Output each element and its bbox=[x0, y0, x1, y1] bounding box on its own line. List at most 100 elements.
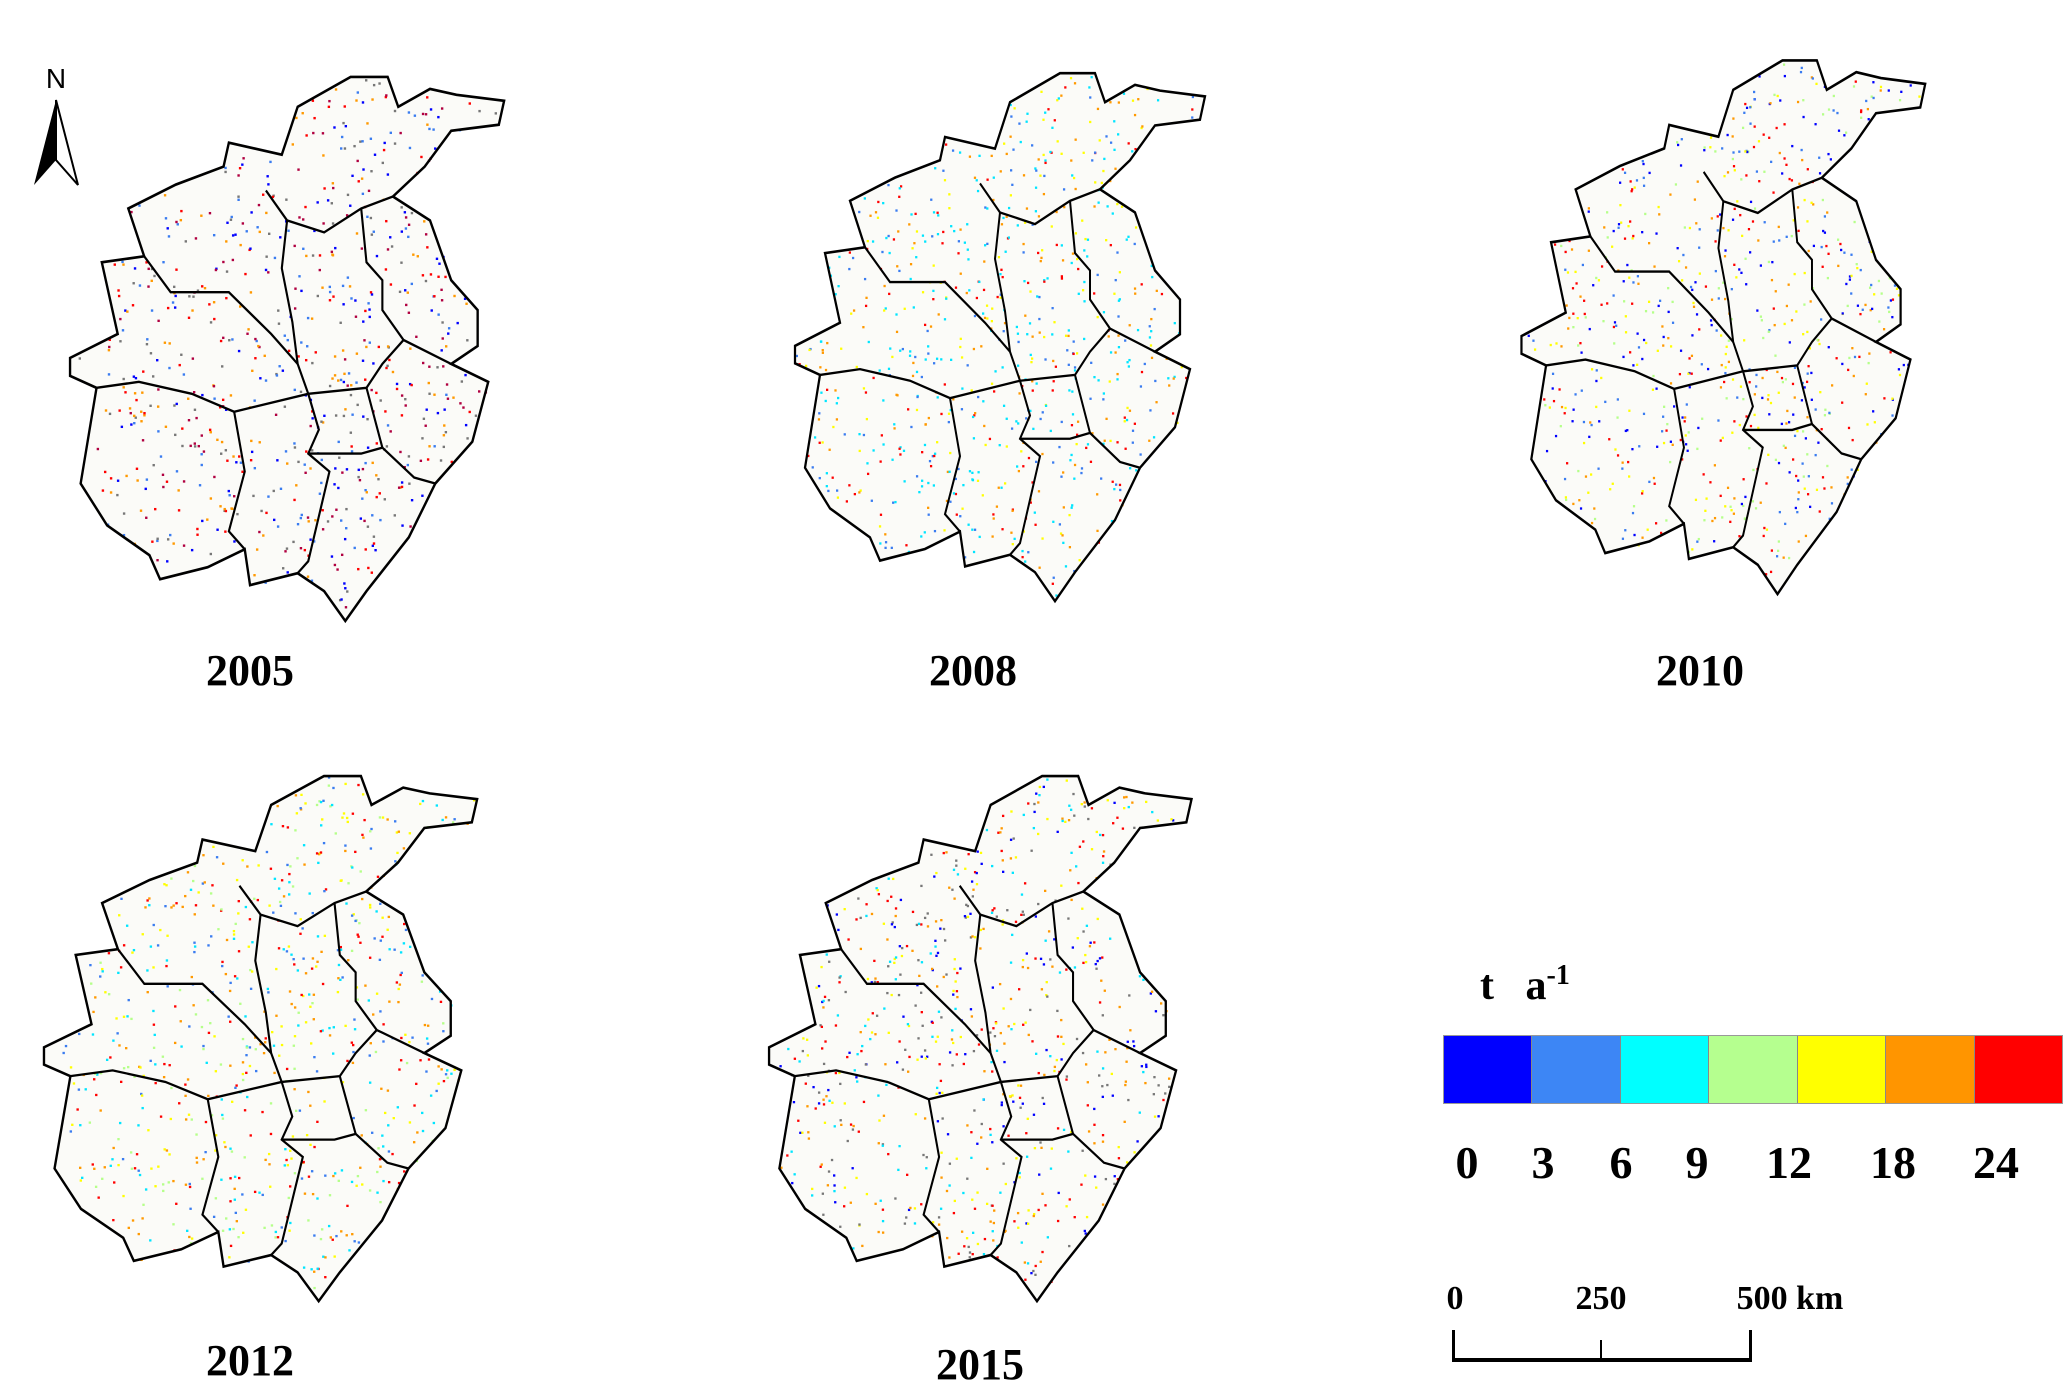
pixel-dot bbox=[1057, 97, 1060, 100]
pixel-dot bbox=[1629, 351, 1632, 354]
pixel-dot bbox=[1592, 284, 1595, 287]
pixel-dot bbox=[163, 1062, 166, 1066]
pixel-dot bbox=[226, 221, 229, 224]
pixel-dot bbox=[182, 480, 186, 483]
pixel-dot bbox=[959, 272, 962, 275]
pixel-dot bbox=[1010, 1028, 1013, 1031]
pixel-dot bbox=[192, 879, 195, 883]
pixel-dot bbox=[162, 485, 165, 489]
pixel-dot bbox=[340, 1169, 344, 1172]
pixel-dot bbox=[887, 1031, 890, 1034]
pixel-dot bbox=[970, 1156, 973, 1160]
pixel-dot bbox=[103, 470, 107, 474]
pixel-dot bbox=[437, 313, 440, 316]
pixel-dot bbox=[967, 853, 970, 856]
pixel-dot bbox=[1106, 205, 1109, 208]
pixel-dot bbox=[1897, 368, 1901, 371]
pixel-dot bbox=[923, 916, 927, 920]
pixel-dot bbox=[917, 922, 921, 926]
pixel-dot bbox=[1744, 257, 1747, 260]
pixel-dot bbox=[1758, 75, 1761, 78]
pixel-dot bbox=[145, 261, 148, 264]
pixel-dot bbox=[441, 321, 444, 324]
pixel-dot bbox=[1860, 109, 1863, 112]
pixel-dot bbox=[341, 976, 344, 979]
pixel-dot bbox=[342, 303, 345, 306]
pixel-dot bbox=[359, 941, 362, 944]
pixel-dot bbox=[932, 484, 936, 487]
pixel-dot bbox=[933, 875, 936, 878]
pixel-dot bbox=[1609, 488, 1612, 491]
pixel-dot bbox=[931, 1221, 935, 1224]
pixel-dot bbox=[812, 1085, 815, 1089]
pixel-dot bbox=[1093, 1175, 1097, 1178]
pixel-dot bbox=[1657, 205, 1660, 209]
pixel-dot bbox=[864, 1024, 867, 1028]
pixel-dot bbox=[982, 1252, 986, 1256]
pixel-dot bbox=[1101, 1133, 1105, 1137]
pixel-dot bbox=[176, 223, 179, 226]
pixel-dot bbox=[1025, 417, 1028, 420]
pixel-dot bbox=[245, 1046, 249, 1049]
pixel-dot bbox=[400, 481, 404, 484]
pixel-dot bbox=[1067, 329, 1070, 332]
pixel-dot bbox=[197, 444, 200, 448]
pixel-dot bbox=[983, 316, 987, 320]
pixel-dot bbox=[120, 897, 123, 900]
pixel-dot bbox=[350, 949, 354, 953]
pixel-dot bbox=[923, 531, 926, 534]
pixel-dot bbox=[258, 230, 261, 234]
pixel-dot bbox=[1140, 370, 1144, 374]
pixel-dot bbox=[1017, 469, 1021, 473]
pixel-dot bbox=[264, 1158, 267, 1162]
pixel-dot bbox=[1098, 1074, 1101, 1077]
pixel-dot bbox=[378, 1158, 382, 1161]
pixel-dot bbox=[395, 831, 399, 834]
pixel-dot bbox=[936, 1035, 939, 1038]
pixel-dot bbox=[321, 509, 324, 512]
pixel-dot bbox=[1603, 226, 1606, 229]
pixel-dot bbox=[222, 336, 225, 340]
pixel-dot bbox=[1010, 531, 1013, 534]
pixel-dot bbox=[276, 804, 279, 808]
pixel-dot bbox=[1739, 385, 1743, 388]
pixel-dot bbox=[1001, 814, 1005, 818]
pixel-dot bbox=[311, 1192, 315, 1196]
pixel-dot bbox=[924, 423, 927, 426]
pixel-dot bbox=[236, 512, 239, 516]
pixel-dot bbox=[1648, 480, 1651, 484]
pixel-dot bbox=[133, 421, 136, 425]
pixel-dot bbox=[335, 1234, 338, 1238]
pixel-dot bbox=[243, 1109, 247, 1112]
pixel-dot bbox=[224, 408, 228, 411]
pixel-dot bbox=[1018, 392, 1021, 395]
pixel-dot bbox=[1095, 830, 1098, 834]
pixel-dot bbox=[984, 244, 987, 247]
pixel-dot bbox=[1661, 430, 1664, 433]
legend-swatch-6-9 bbox=[1620, 1036, 1710, 1103]
pixel-dot bbox=[921, 1024, 924, 1027]
pixel-dot bbox=[1041, 1096, 1044, 1100]
pixel-dot bbox=[933, 529, 937, 533]
north-arrow-icon: N bbox=[34, 63, 79, 186]
pixel-dot bbox=[1039, 1141, 1042, 1144]
pixel-dot bbox=[343, 372, 346, 376]
pixel-dot bbox=[84, 1088, 87, 1091]
pixel-dot bbox=[1040, 988, 1044, 991]
pixel-dot bbox=[918, 491, 921, 494]
pixel-dot bbox=[897, 993, 901, 997]
pixel-dot bbox=[1068, 389, 1071, 392]
pixel-dot bbox=[874, 1202, 877, 1205]
pixel-dot bbox=[345, 507, 348, 511]
pixel-dot bbox=[221, 365, 224, 368]
pixel-dot bbox=[1042, 192, 1046, 196]
pixel-dot bbox=[1567, 327, 1570, 330]
pixel-dot bbox=[287, 945, 291, 948]
pixel-dot bbox=[421, 274, 425, 277]
pixel-dot bbox=[992, 1239, 995, 1242]
pixel-dot bbox=[246, 865, 249, 868]
pixel-dot bbox=[1763, 170, 1766, 173]
pixel-dot bbox=[313, 1286, 316, 1290]
pixel-dot bbox=[910, 425, 913, 429]
pixel-dot bbox=[1613, 342, 1616, 345]
